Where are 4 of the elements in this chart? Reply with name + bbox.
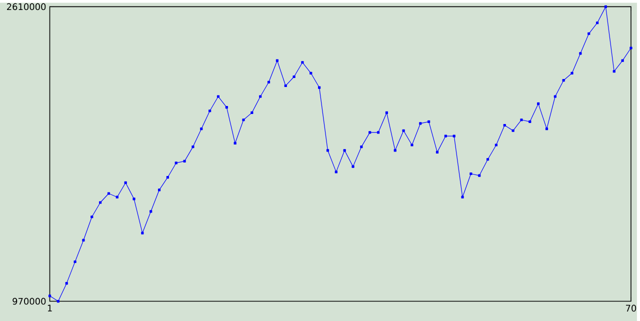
y-tick-label: 970000 bbox=[12, 298, 46, 305]
y-tick-label: 2610000 bbox=[7, 3, 46, 10]
x-tick-label: 1 bbox=[48, 304, 52, 312]
x-tick-label: 70 bbox=[626, 304, 636, 312]
